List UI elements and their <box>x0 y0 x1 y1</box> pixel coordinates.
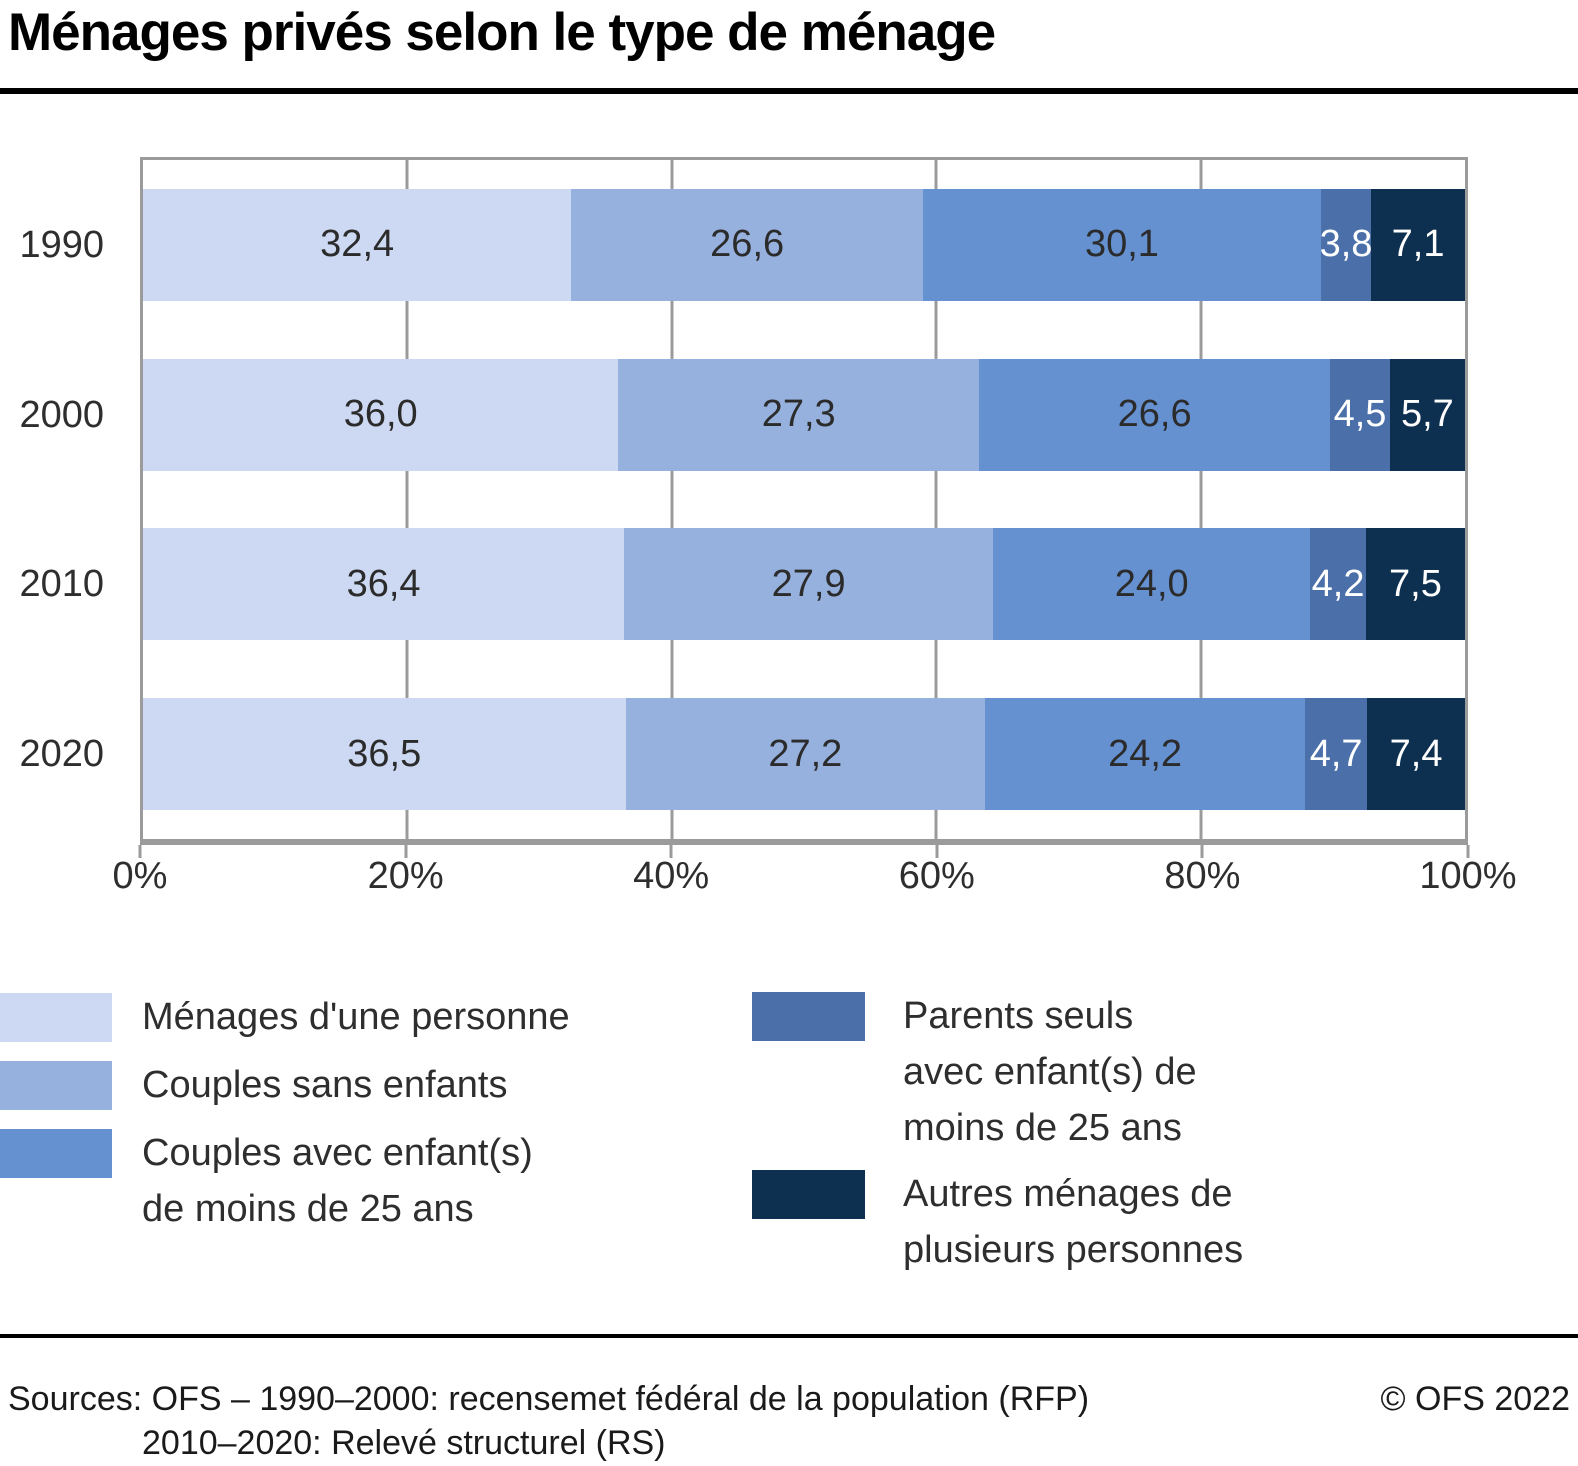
source-note-line2: 2010–2020: Relevé structurel (RS) <box>142 1424 666 1462</box>
gridline-60pct <box>934 160 938 839</box>
x-axis-tick <box>404 845 408 858</box>
bar-value-label: 4,2 <box>1311 562 1365 605</box>
x-axis-tick <box>935 845 939 858</box>
bar-value-label: 27,2 <box>768 732 843 775</box>
gridline-40pct <box>670 160 674 839</box>
copyright-note: © OFS 2022 <box>1380 1380 1570 1418</box>
bar-segment: 32,4 <box>143 188 572 301</box>
source-note-line1: Sources: OFS – 1990–2000: recensemet féd… <box>8 1380 1090 1418</box>
x-axis-tick <box>138 845 142 858</box>
legend-label: Ménages d'une personne <box>142 996 570 1038</box>
bar-row-2000: 36,0 27,3 26,6 4,5 5,7 <box>143 358 1465 471</box>
bar-segment: 30,1 <box>922 188 1321 301</box>
gridline-20pct <box>405 160 409 839</box>
x-axis-tick-label: 60% <box>898 855 975 897</box>
bar-value-label: 27,9 <box>771 562 846 605</box>
bar-segment: 27,2 <box>625 698 986 811</box>
legend-swatch <box>752 1170 865 1219</box>
bar-segment: 26,6 <box>978 358 1331 471</box>
gridline-80pct <box>1199 160 1203 839</box>
bar-value-label: 7,1 <box>1391 223 1445 266</box>
legend-label: Couples avec enfant(s) de moins de 25 ans <box>142 1132 533 1230</box>
bar-value-label: 36,5 <box>347 732 422 775</box>
year-label-2020: 2020 <box>19 733 104 776</box>
bar-row-1990: 32,4 26,6 30,1 3,8 7,1 <box>143 188 1465 301</box>
bar-value-label: 26,6 <box>710 223 785 266</box>
year-label-1990: 1990 <box>19 223 104 266</box>
bar-value-label: 30,1 <box>1084 223 1159 266</box>
bar-segment: 26,6 <box>571 188 923 301</box>
bar-value-label: 36,4 <box>346 562 421 605</box>
bar-value-label: 24,2 <box>1108 732 1183 775</box>
bar-segment: 7,4 <box>1367 698 1465 811</box>
bar-value-label: 4,7 <box>1309 732 1363 775</box>
legend-label: Parents seuls avec enfant(s) de moins de 2… <box>903 995 1197 1149</box>
bar-value-label: 24,0 <box>1114 562 1189 605</box>
x-axis-tick-label: 100% <box>1419 855 1517 897</box>
bar-segment: 5,7 <box>1389 358 1465 471</box>
bar-segment: 4,7 <box>1305 698 1368 811</box>
bar-value-label: 26,6 <box>1117 393 1192 436</box>
bar-segment: 36,0 <box>143 358 619 471</box>
legend-swatch <box>0 1129 112 1178</box>
year-label-2000: 2000 <box>19 393 104 436</box>
x-axis-tick <box>1200 845 1204 858</box>
footer-divider <box>0 1334 1578 1338</box>
x-axis-tick-label: 80% <box>1164 855 1241 897</box>
bar-row-2010: 36,4 27,9 24,0 4,2 7,5 <box>143 528 1466 641</box>
bar-segment: 24,0 <box>993 528 1311 641</box>
bar-value-label: 27,3 <box>761 393 836 436</box>
title-divider <box>0 88 1578 94</box>
x-axis-tick <box>1466 845 1470 858</box>
bar-value-label: 32,4 <box>320 223 395 266</box>
bar-segment: 36,5 <box>143 698 626 811</box>
bar-segment: 27,3 <box>618 358 979 471</box>
legend-swatch <box>0 993 112 1042</box>
bar-segment: 36,4 <box>143 528 625 641</box>
legend-label: Autres ménages de plusieurs personnes <box>903 1173 1244 1271</box>
x-axis-tick-label: 0% <box>112 855 168 897</box>
bar-value-label: 7,4 <box>1389 732 1443 775</box>
x-axis-tick <box>669 845 673 858</box>
bar-segment: 27,9 <box>624 528 994 641</box>
bar-value-label: 7,5 <box>1389 562 1442 605</box>
bar-value-label: 5,7 <box>1400 393 1454 436</box>
bar-segment: 4,2 <box>1310 528 1366 641</box>
year-label-2010: 2010 <box>19 563 104 606</box>
legend-swatch <box>0 1061 112 1110</box>
bar-row-2020: 36,5 27,2 24,2 4,7 7,4 <box>143 698 1465 811</box>
bar-segment: 3,8 <box>1319 188 1373 301</box>
legend-label: Couples sans enfants <box>142 1064 508 1106</box>
x-axis-tick-label: 40% <box>633 855 710 897</box>
bar-value-label: 3,8 <box>1319 223 1373 266</box>
legend-swatch <box>752 992 865 1041</box>
bar-segment: 4,5 <box>1330 358 1390 471</box>
bar-segment: 7,5 <box>1365 528 1466 641</box>
stacked-bar-plot-area: 32,4 26,6 30,1 3,8 7,1 36,0 27,3 26,6 4,5 5,7 36,4… <box>140 157 1468 845</box>
bar-segment: 24,2 <box>985 698 1306 811</box>
page-title: Ménages privés selon le type de ménage <box>8 3 996 62</box>
x-axis-tick-label: 20% <box>367 855 444 897</box>
bar-value-label: 36,0 <box>343 393 418 436</box>
bar-value-label: 4,5 <box>1333 393 1387 436</box>
bar-segment: 7,1 <box>1371 188 1465 301</box>
